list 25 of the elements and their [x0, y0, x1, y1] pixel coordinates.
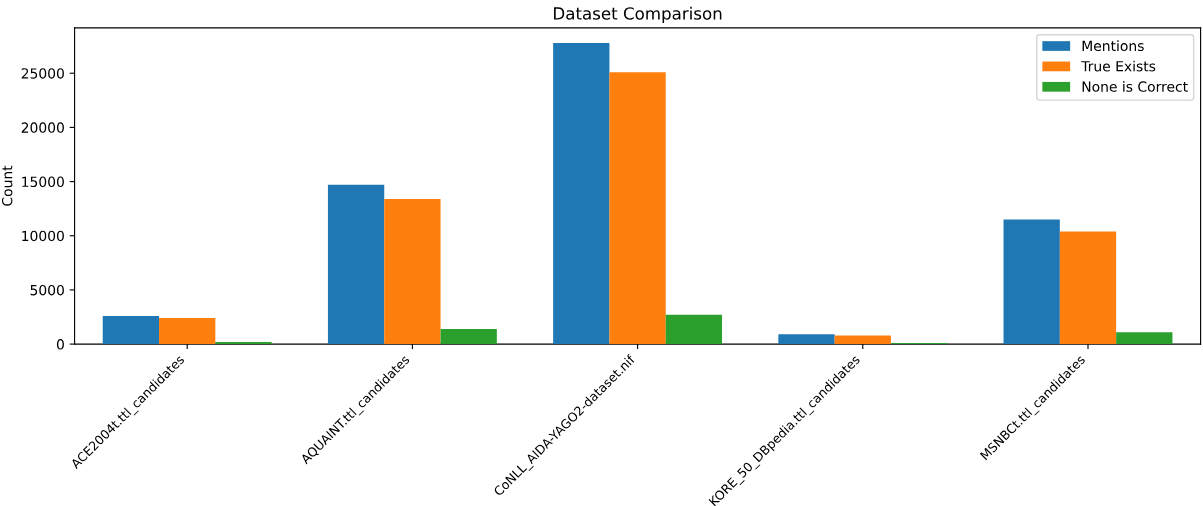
y-tick-label: 10000	[22, 230, 64, 242]
bar	[384, 198, 441, 345]
y-tick-label: 25000	[21, 68, 64, 79]
y-tick-label: 20000	[21, 122, 64, 133]
bar	[1003, 219, 1060, 345]
y-axis-title: Count	[1, 165, 13, 206]
y-tick-label: 5000	[30, 284, 64, 296]
legend-label: Mentions	[1082, 40, 1144, 52]
legend-label: None is Correct	[1082, 81, 1188, 92]
chart-title: Dataset Comparison	[554, 6, 722, 23]
bar	[102, 315, 160, 345]
bar	[215, 341, 272, 345]
bar	[1116, 332, 1173, 345]
y-tick-label: 0	[56, 339, 64, 350]
bar	[159, 318, 216, 345]
bar	[327, 184, 385, 345]
bar	[440, 328, 497, 345]
bar	[1059, 231, 1117, 345]
bar	[665, 314, 723, 345]
bar	[609, 72, 666, 345]
legend-label: True Exists	[1081, 60, 1156, 72]
bar	[834, 335, 891, 345]
y-tick-label: 15000	[22, 176, 64, 188]
bar	[778, 334, 835, 345]
bar	[553, 42, 610, 345]
